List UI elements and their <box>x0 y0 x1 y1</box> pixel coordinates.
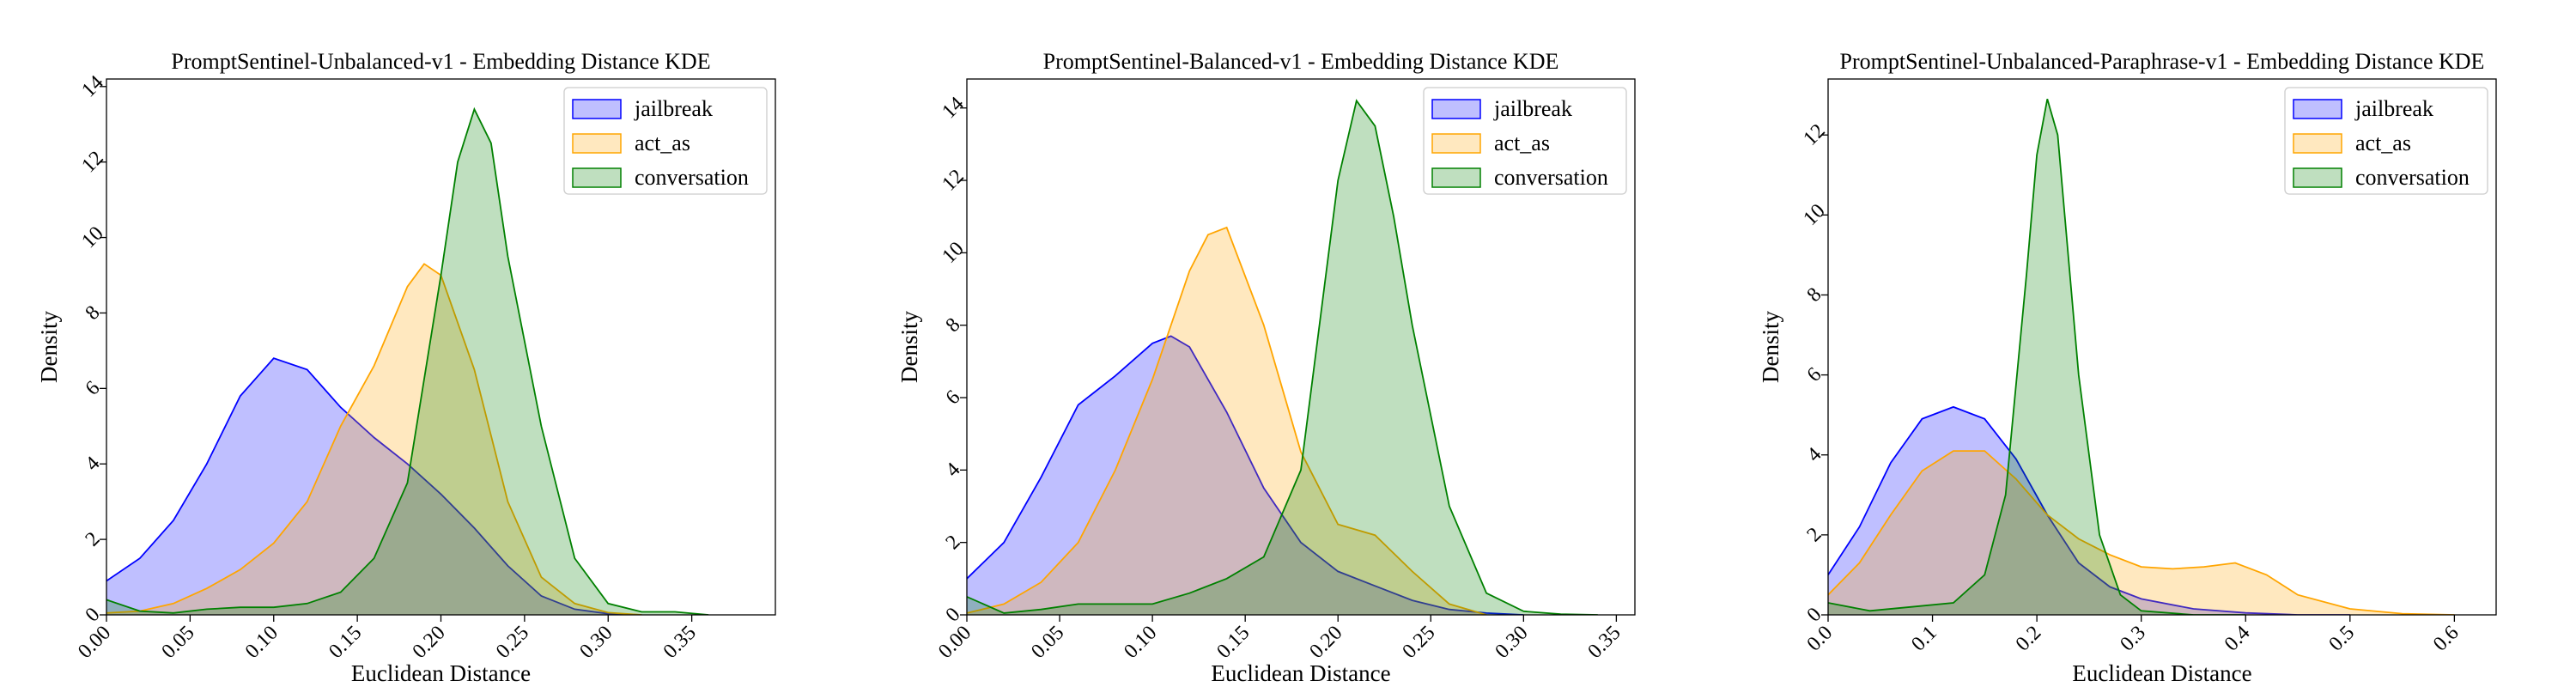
legend-label: jailbreak <box>634 96 713 121</box>
x-tick-label: 0.5 <box>2324 622 2359 656</box>
x-tick-label: 0.25 <box>1398 622 1439 663</box>
y-tick-label: 10 <box>1799 200 1829 230</box>
x-tick-label: 0.35 <box>1584 622 1625 663</box>
legend-swatch-act_as <box>2293 133 2342 154</box>
area-jailbreak <box>967 336 1524 615</box>
legend-swatch-jailbreak <box>1431 99 1481 119</box>
x-axis-label: Euclidean Distance <box>351 660 531 686</box>
y-tick-label: 12 <box>1799 120 1829 150</box>
x-tick-label: 0.20 <box>1305 622 1346 663</box>
y-axis-label: Density <box>36 311 62 383</box>
x-tick-label: 0.05 <box>158 622 199 663</box>
plot-area <box>1828 99 2455 615</box>
area-conversation <box>106 109 709 615</box>
x-tick-label: 0.05 <box>1027 622 1068 663</box>
line-jailbreak <box>106 357 642 615</box>
legend-swatch-jailbreak <box>572 99 622 119</box>
area-act_as <box>967 227 1487 615</box>
legend-box <box>563 87 768 195</box>
y-axis-label: Density <box>1758 311 1783 383</box>
y-axis-label: Density <box>896 311 922 383</box>
legend-swatch-conversation <box>2293 167 2342 188</box>
legend-box <box>1423 87 1627 195</box>
area-jailbreak <box>1828 406 2350 615</box>
x-tick-label: 0.10 <box>241 622 283 663</box>
x-tick-label: 0.6 <box>2429 622 2464 656</box>
legend-swatch-conversation <box>572 167 622 188</box>
chart-title: PromptSentinel-Balanced-v1 - Embedding D… <box>1043 49 1559 74</box>
x-tick-label: 0.2 <box>2012 622 2046 656</box>
line-conversation <box>106 106 709 615</box>
axes-frame <box>966 78 1636 616</box>
x-tick-label: 0.30 <box>575 622 617 663</box>
x-axis-label: Euclidean Distance <box>2072 660 2251 686</box>
legend-label: act_as <box>1494 131 1550 155</box>
x-axis-label: Euclidean Distance <box>1211 660 1390 686</box>
x-tick-label: 0.4 <box>2221 622 2255 656</box>
line-conversation <box>967 99 1598 615</box>
chart-title: PromptSentinel-Unbalanced-Paraphrase-v1 … <box>1840 49 2485 74</box>
chart-title: PromptSentinel-Unbalanced-v1 - Embedding… <box>171 49 710 74</box>
line-act_as <box>967 226 1487 615</box>
x-tick-label: 0.15 <box>325 622 366 663</box>
legend-swatch-jailbreak <box>2293 99 2342 119</box>
legend-label: conversation <box>2355 165 2470 190</box>
chart-panel-2: 0.00 0.05 0.10 0.15 0.20 0.25 0.30 0.3502468101… <box>896 49 1636 686</box>
legend-label: jailbreak <box>1493 96 1572 121</box>
legend: jailbreak act_as conversation <box>563 87 768 195</box>
plot-area <box>967 99 1598 615</box>
x-tick-label: 0.3 <box>2116 622 2150 656</box>
x-tick-label: 0.00 <box>74 622 115 663</box>
line-act_as <box>1828 450 2455 615</box>
y-tick-label: 14 <box>938 93 968 123</box>
legend-label: jailbreak <box>2354 96 2433 121</box>
y-tick-label: 10 <box>77 222 107 252</box>
legend: jailbreak act_as conversation <box>2284 87 2488 195</box>
area-jailbreak <box>106 358 642 615</box>
legend-label: conversation <box>1494 165 1608 190</box>
y-tick-label: 12 <box>938 165 968 195</box>
chart-panel-1: 0.00 0.05 0.10 0.15 0.20 0.25 0.30 0.3502468101… <box>36 49 776 686</box>
legend-box <box>2284 87 2488 195</box>
legend-label: conversation <box>635 165 749 190</box>
x-tick-label: 0.20 <box>409 622 450 663</box>
line-conversation <box>1828 99 2246 615</box>
legend-label: act_as <box>635 131 690 155</box>
axes-frame <box>1827 78 2497 616</box>
y-tick-label: 12 <box>77 147 107 177</box>
legend-swatch-act_as <box>1431 133 1481 154</box>
x-tick-label: 0.0 <box>1803 622 1838 656</box>
x-tick-label: 0.10 <box>1120 622 1161 663</box>
area-conversation <box>967 100 1598 615</box>
x-tick-label: 0.15 <box>1212 622 1254 663</box>
area-conversation <box>1828 99 2246 615</box>
legend-swatch-act_as <box>572 133 622 154</box>
x-tick-label: 0.1 <box>1907 622 1941 656</box>
line-jailbreak <box>967 335 1524 615</box>
legend-label: act_as <box>2355 131 2411 155</box>
y-tick-label: 14 <box>77 71 107 101</box>
line-act_as <box>106 263 642 615</box>
x-tick-label: 0.35 <box>659 622 701 663</box>
x-tick-label: 0.00 <box>934 622 975 663</box>
area-act_as <box>1828 451 2455 615</box>
plot-area <box>106 106 709 615</box>
y-tick-label: 10 <box>938 238 968 268</box>
legend-swatch-conversation <box>1431 167 1481 188</box>
area-act_as <box>106 264 642 615</box>
x-tick-label: 0.30 <box>1491 622 1532 663</box>
legend: jailbreak act_as conversation <box>1423 87 1627 195</box>
chart-panel-3: 0.0 0.1 0.2 0.3 0.4 0.5 0.6024681012PromptSent… <box>1758 49 2497 686</box>
x-tick-label: 0.25 <box>492 622 533 663</box>
